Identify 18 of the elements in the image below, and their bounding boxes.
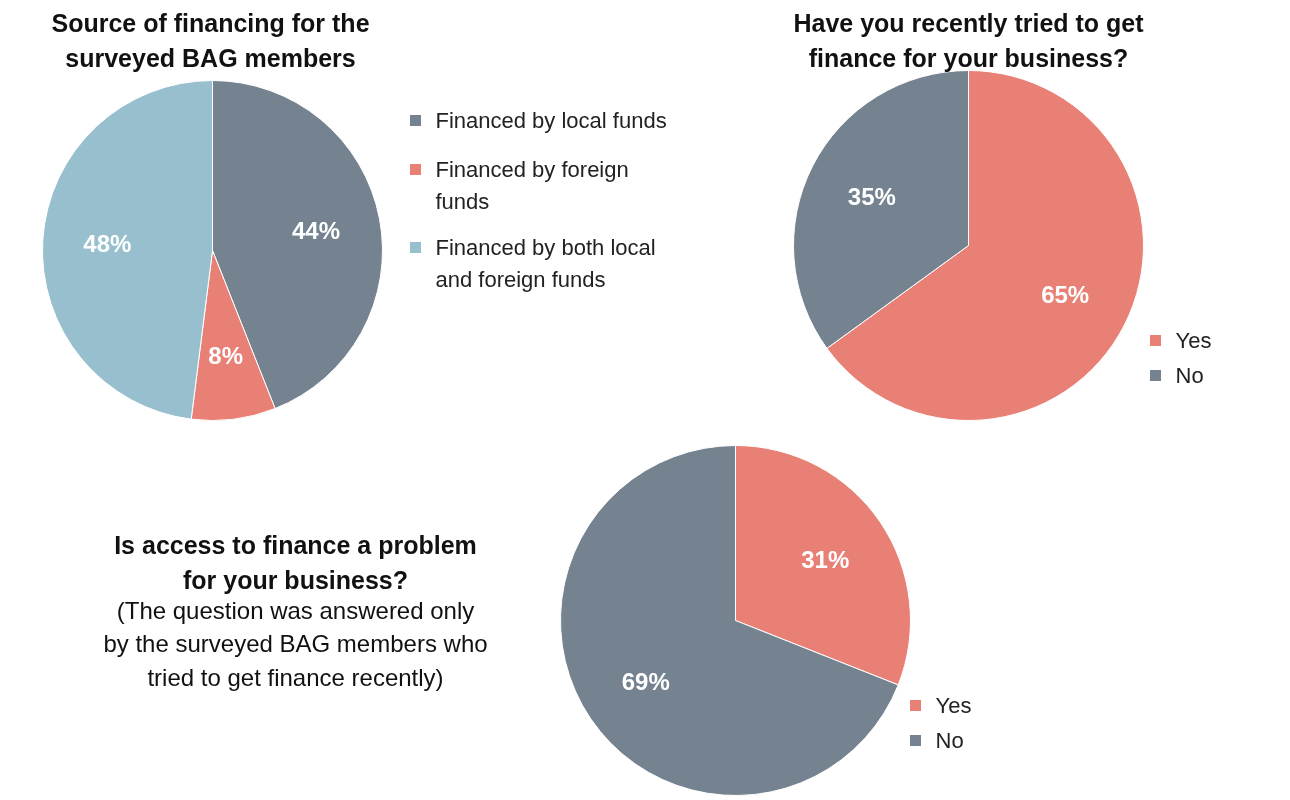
legend-label: No <box>1175 363 1204 388</box>
data-label: 31% <box>801 546 850 574</box>
text: Is access to finance a problem for your business? <box>114 530 477 594</box>
legend-label: No <box>935 728 964 753</box>
legend-label: Financed by foreign funds <box>435 156 629 214</box>
data-label: 69% <box>621 667 670 695</box>
legend-label: Financed by both local and foreign funds <box>435 234 656 292</box>
legend-label: Yes <box>1175 328 1212 353</box>
legend-label: Financed by local funds <box>435 108 667 133</box>
data-label: 44% <box>292 217 341 245</box>
chart-title: Source of financing for the surveyed BAG members <box>51 8 370 72</box>
data-label: 48% <box>83 230 132 258</box>
legend-label: Yes <box>935 693 972 718</box>
data-label: 8% <box>208 341 244 369</box>
chart-title: Have you recently tried to get finance for your business? <box>793 8 1145 72</box>
data-label: 35% <box>847 182 896 210</box>
data-label: 65% <box>1041 281 1090 309</box>
text: (The question was answered only by the surveyed BAG members who tried to get finance recently) <box>103 596 488 691</box>
